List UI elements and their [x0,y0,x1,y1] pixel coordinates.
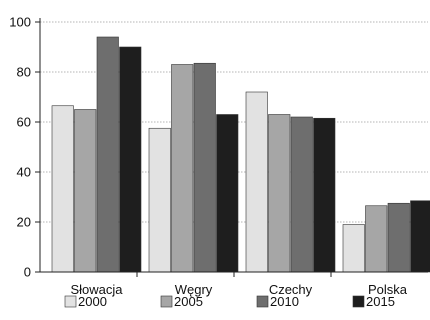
bar-2000-3 [342,224,365,273]
bar-2015-3 [410,200,430,273]
legend-label-2005: 2005 [174,294,203,309]
legend-swatch-2010 [256,295,269,308]
bar-2010-3 [387,202,410,273]
bar-2005-0 [74,109,97,273]
legend-label-2010: 2010 [270,294,299,309]
bar-2010-0 [96,36,119,273]
legend-label-2015: 2015 [366,294,395,309]
y-tick-label: 80 [17,65,31,80]
bar-2005-3 [365,205,388,273]
bar-2015-0 [119,46,142,273]
bar-2015-2 [313,117,336,273]
bar-2005-2 [268,114,291,273]
y-tick-label: 20 [17,215,31,230]
y-tick-label: 100 [9,15,31,30]
y-tick-label: 60 [17,115,31,130]
bars [51,36,430,273]
bar-2005-1 [171,64,194,273]
bar-2000-1 [148,127,171,273]
bar-2010-2 [290,116,313,273]
category-label: Polska [368,282,408,297]
bar-2000-2 [245,91,268,273]
legend: 2000 2005 2010 2015 [64,294,395,309]
bar-2010-1 [193,62,216,273]
category-label: Słowacja [70,282,123,297]
legend-swatch-2015 [352,295,365,308]
bar-2015-1 [216,114,239,273]
category-label: Czechy [269,282,313,297]
legend-swatch-2000 [64,295,77,308]
category-label: Węgry [175,282,213,297]
y-tick-label: 0 [24,265,31,280]
category-labels: Słowacja Węgry Czechy Polska [70,282,407,297]
legend-label-2000: 2000 [78,294,107,309]
legend-swatch-2005 [160,295,173,308]
y-tick-labels: 0 20 40 60 80 100 [9,15,40,280]
axes [39,18,428,277]
y-tick-label: 40 [17,165,31,180]
bar-2000-0 [51,105,74,273]
